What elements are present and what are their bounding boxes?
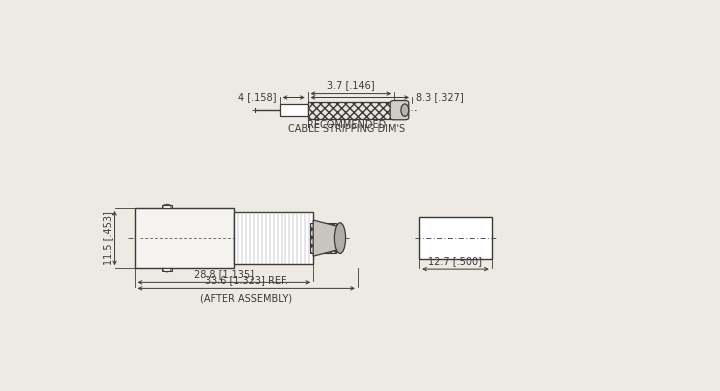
Text: 11.5 [.453]: 11.5 [.453] <box>103 211 113 265</box>
Polygon shape <box>313 220 339 256</box>
Bar <box>307 102 394 118</box>
Text: 3.7 [.146]: 3.7 [.146] <box>327 81 374 91</box>
Bar <box>162 205 172 208</box>
Bar <box>135 208 234 268</box>
Bar <box>280 104 307 116</box>
Text: 12.7 [.500]: 12.7 [.500] <box>428 256 482 266</box>
Text: 28.8 [1.135]: 28.8 [1.135] <box>194 269 254 279</box>
FancyBboxPatch shape <box>390 100 409 120</box>
Ellipse shape <box>334 223 346 253</box>
Text: CABLE STRIPPING DIM'S: CABLE STRIPPING DIM'S <box>288 124 405 134</box>
Text: 8.3 [.327]: 8.3 [.327] <box>416 93 464 102</box>
Bar <box>323 223 336 253</box>
Text: RECOMMENDED: RECOMMENDED <box>307 120 387 130</box>
Text: 4 [.158]: 4 [.158] <box>238 93 276 102</box>
Bar <box>310 223 323 253</box>
Bar <box>419 217 492 259</box>
Bar <box>234 212 313 264</box>
Text: 33.6 [1.323] REF.: 33.6 [1.323] REF. <box>204 275 288 285</box>
Ellipse shape <box>401 104 409 116</box>
Text: (AFTER ASSEMBLY): (AFTER ASSEMBLY) <box>200 294 292 304</box>
Bar <box>162 268 172 271</box>
